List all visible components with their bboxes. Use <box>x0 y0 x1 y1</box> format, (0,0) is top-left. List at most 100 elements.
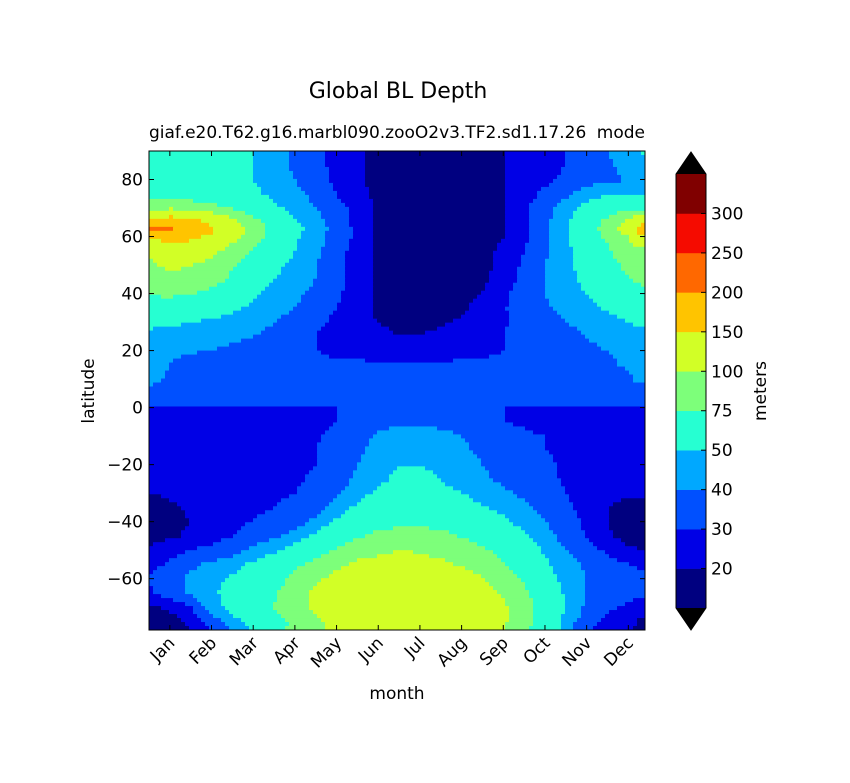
contour-cell <box>149 602 186 607</box>
contour-cell <box>349 206 374 212</box>
contour-cell <box>205 606 226 611</box>
contour-cell <box>637 566 645 571</box>
contour-cell <box>365 358 454 364</box>
contour-cell <box>485 578 522 583</box>
contour-cell <box>277 598 310 603</box>
contour-cell <box>561 590 586 595</box>
contour-cell <box>581 526 610 531</box>
contour-cell <box>441 478 494 483</box>
contour-cell <box>337 306 374 312</box>
contour-cell <box>305 226 330 232</box>
contour-cell <box>505 598 534 603</box>
contour-cell <box>505 178 554 184</box>
contour-cell <box>317 458 362 463</box>
contour-cell <box>641 222 645 228</box>
contour-cell <box>257 558 314 563</box>
contour-cell <box>277 550 330 555</box>
colorbar-bin <box>676 371 706 412</box>
contour-cell <box>149 506 182 511</box>
contour-cell <box>341 294 374 300</box>
contour-cell <box>149 402 645 408</box>
colorbar-bin <box>676 529 706 569</box>
contour-cell <box>469 446 546 451</box>
contour-cell <box>525 530 554 535</box>
contour-cell <box>349 210 374 216</box>
contour-cell <box>149 210 214 216</box>
contour-cell <box>229 610 278 615</box>
contour-cell <box>541 186 582 192</box>
contour-cell <box>237 238 262 244</box>
contour-cell <box>149 170 254 176</box>
contour-cell <box>293 570 334 575</box>
contour-cell <box>505 202 530 208</box>
contour-cell <box>149 366 170 372</box>
contour-cell <box>293 250 322 256</box>
contour-cell <box>305 474 354 479</box>
contour-cell <box>617 226 638 232</box>
contour-cell <box>289 158 326 164</box>
contour-cell <box>333 182 366 188</box>
contour-cell <box>341 514 506 519</box>
contour-cell <box>373 226 506 232</box>
contour-cell <box>149 350 198 356</box>
contour-cell <box>601 234 630 240</box>
contour-cell <box>489 274 518 280</box>
contour-cell <box>365 154 506 160</box>
contour-cell <box>345 254 374 260</box>
contour-cell <box>149 290 198 296</box>
y-axis: 80 60 40 20 0 −20 −40 −60 <box>107 171 645 590</box>
contour-cell <box>505 602 534 607</box>
contour-cell <box>553 214 574 220</box>
contour-cell <box>501 594 530 599</box>
contour-cell <box>505 342 598 348</box>
contour-cell <box>337 302 374 308</box>
contour-cell <box>621 178 645 184</box>
contour-cell <box>325 238 350 244</box>
contour-cell <box>245 522 306 527</box>
contour-cell <box>625 270 645 276</box>
contour-cell <box>225 246 254 252</box>
contour-cell <box>617 210 645 216</box>
contour-cell <box>533 602 566 607</box>
contour-cell <box>241 566 298 571</box>
contour-cell <box>289 258 318 264</box>
contour-cell <box>221 586 282 591</box>
contour-cell <box>565 546 598 551</box>
contour-cell <box>185 578 226 583</box>
contour-cell <box>613 530 645 535</box>
contour-cell <box>265 234 302 240</box>
contour-cell <box>253 170 294 176</box>
contour-cell <box>245 226 266 232</box>
contour-cell <box>497 510 538 515</box>
contour-cell <box>357 462 482 467</box>
contour-cell <box>229 626 250 630</box>
contour-cell <box>285 206 318 212</box>
contour-cell <box>285 582 318 587</box>
contour-cell <box>561 582 586 587</box>
contour-cell <box>373 290 482 296</box>
contour-cell <box>505 330 582 336</box>
contour-cell <box>149 334 254 340</box>
contour-cell <box>529 502 574 507</box>
contour-cell <box>481 502 530 507</box>
contour-cell <box>561 314 618 320</box>
contour-cell <box>505 222 530 228</box>
contour-cell <box>153 326 266 332</box>
contour-cell <box>545 282 582 288</box>
contour-cell <box>149 390 645 396</box>
contour-cell <box>289 166 330 172</box>
contour-cell <box>545 438 645 443</box>
contour-cell <box>637 226 645 232</box>
contour-cell <box>293 254 322 260</box>
contour-cell <box>349 506 490 511</box>
colorbar-bin <box>676 174 706 214</box>
contour-cell <box>149 570 154 575</box>
contour-cell <box>257 242 298 248</box>
contour-cell <box>321 438 370 443</box>
contour-cell <box>585 534 614 539</box>
contour-cell <box>149 622 186 627</box>
contour-cell <box>537 194 570 200</box>
contour-cell <box>553 206 578 212</box>
contour-cell <box>157 566 198 571</box>
contour-cell <box>505 214 530 220</box>
